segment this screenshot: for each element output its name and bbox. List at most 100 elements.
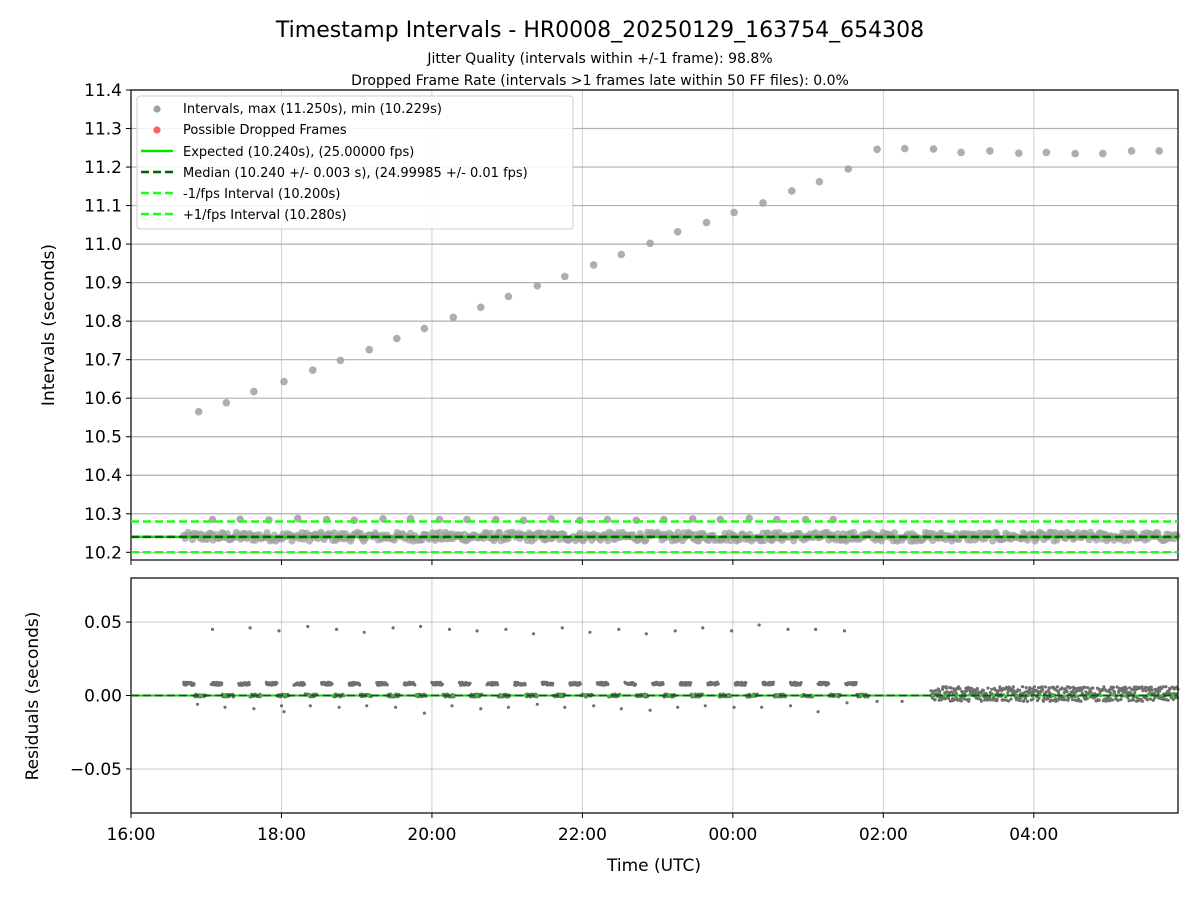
residual-point bbox=[1066, 696, 1071, 701]
interval-point bbox=[957, 148, 965, 157]
residuals-ytick-label: 0.00 bbox=[84, 687, 122, 707]
residuals-ytick-label: −0.05 bbox=[70, 760, 122, 780]
residual-point bbox=[560, 626, 564, 630]
interval-point bbox=[533, 281, 542, 290]
interval-point bbox=[929, 145, 938, 153]
interval-point bbox=[989, 537, 997, 545]
intervals-panel: 10.2 10.3 10.4 10.5 10.6 10.7 10.8 10.9 11.0 11.1… bbox=[39, 81, 1181, 565]
legend-label-expected: Expected (10.240s), (25.00000 fps) bbox=[183, 145, 414, 160]
residual-point bbox=[1048, 698, 1053, 702]
interval-point bbox=[642, 536, 650, 544]
interval-point bbox=[815, 177, 824, 186]
residual-point bbox=[617, 627, 621, 632]
residual-point bbox=[990, 687, 994, 691]
interval-point bbox=[730, 208, 738, 217]
residuals-ytick-label: 0.05 bbox=[84, 613, 122, 633]
x-tick-label: 16:00 bbox=[107, 825, 156, 845]
residual-point bbox=[1144, 689, 1148, 693]
residual-point bbox=[1011, 685, 1015, 689]
residual-point bbox=[732, 705, 736, 709]
intervals-ytick-label: 10.9 bbox=[84, 274, 122, 294]
residual-point bbox=[1132, 698, 1136, 702]
residual-point bbox=[1128, 686, 1132, 690]
residual-point bbox=[308, 704, 312, 708]
chart-title: Timestamp Intervals - HR0008_20250129_16… bbox=[275, 18, 924, 43]
residual-point bbox=[931, 689, 935, 693]
interval-point bbox=[1155, 147, 1163, 155]
interval-point bbox=[646, 239, 654, 248]
residual-point bbox=[1153, 696, 1157, 700]
residual-point bbox=[1065, 689, 1069, 694]
residual-point bbox=[1131, 688, 1135, 692]
residual-point bbox=[1018, 699, 1022, 703]
residual-point bbox=[1097, 698, 1101, 702]
interval-point bbox=[477, 303, 485, 312]
interval-point bbox=[891, 529, 899, 537]
residual-point bbox=[279, 704, 284, 708]
residual-point bbox=[875, 699, 879, 704]
residual-point bbox=[954, 691, 958, 696]
interval-point bbox=[1071, 149, 1079, 158]
interval-point bbox=[1127, 147, 1136, 155]
residual-point bbox=[743, 683, 747, 687]
residual-point bbox=[1031, 691, 1036, 695]
residual-point bbox=[661, 682, 665, 686]
interval-point bbox=[194, 407, 203, 416]
residual-point bbox=[391, 626, 395, 630]
residual-point bbox=[252, 707, 256, 711]
residual-point bbox=[1055, 685, 1059, 689]
legend-marker-dropped bbox=[153, 126, 161, 134]
residual-point bbox=[277, 629, 281, 633]
residual-point bbox=[475, 629, 479, 633]
residual-point bbox=[1041, 688, 1045, 692]
x-axis-label: Time (UTC) bbox=[606, 856, 701, 876]
residual-point bbox=[1101, 688, 1105, 692]
residual-point bbox=[1089, 690, 1093, 694]
residual-point bbox=[673, 629, 677, 633]
residual-point bbox=[1079, 699, 1083, 703]
residual-point bbox=[1102, 685, 1106, 689]
residual-point bbox=[358, 683, 362, 687]
residual-point bbox=[980, 699, 984, 703]
interval-point bbox=[365, 345, 374, 354]
residual-point bbox=[1116, 698, 1120, 703]
residual-point bbox=[535, 702, 539, 706]
residual-point bbox=[195, 702, 200, 706]
residual-point bbox=[1037, 696, 1041, 700]
residual-point bbox=[946, 696, 951, 700]
x-tick-label: 02:00 bbox=[859, 825, 908, 845]
residual-point bbox=[992, 696, 996, 700]
interval-point bbox=[775, 529, 783, 537]
interval-point bbox=[788, 187, 796, 195]
legend-label-minus-fps: -1/fps Interval (10.200s) bbox=[183, 187, 340, 202]
legend-label-intervals: Intervals, max (11.250s), min (10.229s) bbox=[183, 102, 442, 117]
interval-point bbox=[1042, 148, 1051, 157]
residual-point bbox=[1044, 690, 1048, 694]
residual-point bbox=[1161, 685, 1165, 689]
residual-point bbox=[1083, 685, 1087, 689]
residual-point bbox=[976, 697, 980, 701]
residual-point bbox=[1145, 698, 1150, 702]
intervals-ytick-label: 10.4 bbox=[84, 466, 122, 486]
residual-point bbox=[648, 708, 652, 712]
residual-point bbox=[1031, 697, 1035, 701]
residual-point bbox=[1032, 685, 1036, 689]
x-tick-label: 22:00 bbox=[558, 825, 607, 845]
residual-point bbox=[1068, 686, 1072, 690]
residual-point bbox=[1144, 685, 1148, 689]
residual-point bbox=[940, 687, 945, 692]
residual-point bbox=[1006, 691, 1010, 695]
residual-point bbox=[716, 682, 720, 686]
interval-point bbox=[330, 529, 338, 537]
residual-point bbox=[689, 681, 693, 685]
intervals-ytick-label: 11.1 bbox=[84, 197, 122, 217]
residual-point bbox=[949, 686, 953, 690]
residual-point bbox=[730, 629, 734, 633]
interval-point bbox=[617, 250, 626, 259]
residual-point bbox=[1091, 686, 1095, 690]
residual-point bbox=[1043, 685, 1048, 689]
intervals-ytick-label: 10.2 bbox=[84, 543, 122, 563]
interval-point bbox=[538, 529, 546, 537]
intervals-y-axis-label: Intervals (seconds) bbox=[39, 244, 59, 406]
